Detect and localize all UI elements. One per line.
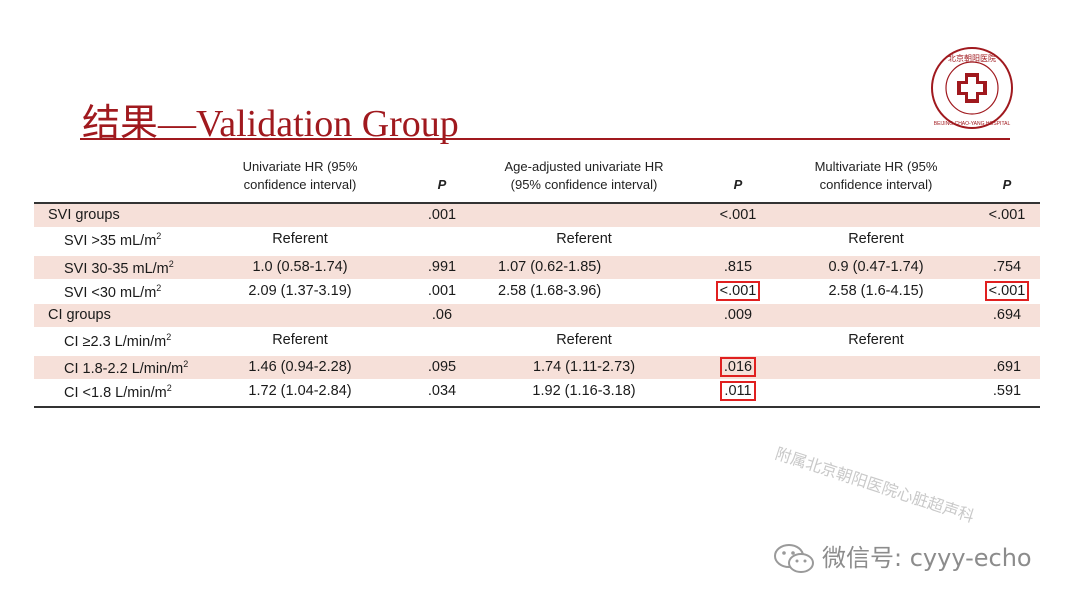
table-bottom-rule [34,406,1040,408]
highlighted-p-value: <.001 [715,281,761,301]
title-underline [80,138,1010,140]
wechat-icon [774,544,814,573]
table-row: CI groups .06 .009 .694 [34,304,1040,327]
table-row: CI 1.8-2.2 L/min/m2 1.46 (0.94-2.28) .09… [34,356,1040,379]
header-p-multivariate: P [1002,177,1012,192]
header-age-adjusted: Age-adjusted univariate HR (95% confidenc… [504,159,664,192]
table-row: CI ≥2.3 L/min/m2 Referent Referent Refer… [64,332,904,350]
header-multivariate: Multivariate HR (95% confidence interval) [814,159,938,192]
header-univariate: Univariate HR (95% confidence interval) [242,159,358,192]
svg-text:BEIJING CHAO-YANG HOSPITAL: BEIJING CHAO-YANG HOSPITAL [934,121,1011,127]
highlighted-p-value: .011 [720,381,756,401]
table-row: SVI <30 mL/m2 2.09 (1.37-3.19) .001 2.58… [64,281,1030,301]
highlighted-p-value: <.001 [984,281,1030,301]
watermark-text: 附属北京朝阳医院心脏超声科 [772,443,977,527]
table-row: CI <1.8 L/min/m2 1.72 (1.04-2.84) .034 1… [64,381,1022,401]
svg-text:北京朝阳医院: 北京朝阳医院 [948,53,996,63]
header-p-age-adjusted: P [733,177,743,192]
table-row: SVI groups .001 <.001 <.001 [34,204,1040,227]
wechat-id: 微信号: cyyy-echo [772,538,1032,576]
header-p-univariate: P [437,177,447,192]
table-row: SVI >35 mL/m2 Referent Referent Referent [64,231,904,249]
hospital-logo: 北京朝阳医院 BEIJING CHAO-YANG HOSPITAL [931,47,1013,129]
table-top-rule [34,202,1040,204]
table-row: SVI 30-35 mL/m2 1.0 (0.58-1.74) .991 1.0… [34,256,1040,279]
highlighted-p-value: .016 [719,357,757,377]
